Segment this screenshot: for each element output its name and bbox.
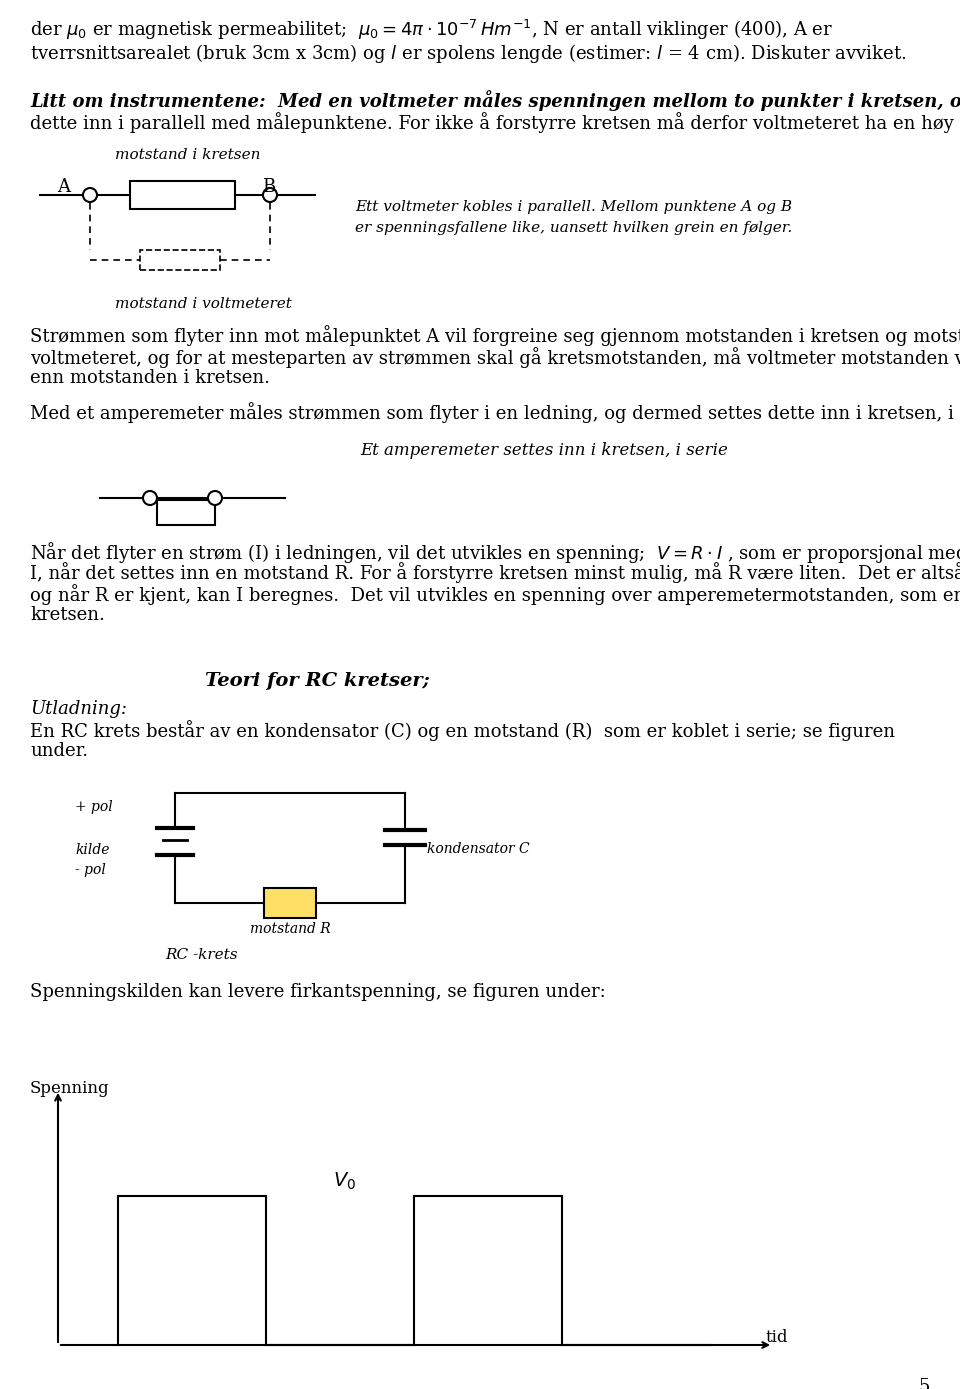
Text: Med et amperemeter måles strømmen som flyter i en ledning, og dermed settes dett: Med et amperemeter måles strømmen som fl… xyxy=(30,401,960,424)
Text: 5: 5 xyxy=(919,1378,930,1389)
Text: Når det flyter en strøm (I) i ledningen, vil det utvikles en spenning;  $V = R \: Når det flyter en strøm (I) i ledningen,… xyxy=(30,540,960,565)
Circle shape xyxy=(143,490,157,506)
Text: under.: under. xyxy=(30,742,88,760)
Text: tid: tid xyxy=(766,1328,788,1346)
Text: kondensator C: kondensator C xyxy=(427,842,530,856)
Text: og når R er kjent, kan I beregnes.  Det vil utvikles en spenning over amperemete: og når R er kjent, kan I beregnes. Det v… xyxy=(30,583,960,606)
Circle shape xyxy=(208,490,222,506)
Bar xyxy=(157,500,215,525)
Text: Ett voltmeter kobles i parallell. Mellom punktene A og B: Ett voltmeter kobles i parallell. Mellom… xyxy=(355,200,792,214)
Text: motstand i voltmeteret: motstand i voltmeteret xyxy=(115,297,292,311)
Text: A: A xyxy=(57,178,70,196)
Text: er spenningsfallene like, uansett hvilken grein en følger.: er spenningsfallene like, uansett hvilke… xyxy=(355,221,792,235)
Text: der $\mu_0$ er magnetisk permeabilitet;  $\mu_0 = 4\pi \cdot 10^{-7}\, Hm^{-1}$,: der $\mu_0$ er magnetisk permeabilitet; … xyxy=(30,18,833,42)
Text: Spenningskilden kan levere firkantspenning, se figuren under:: Spenningskilden kan levere firkantspenni… xyxy=(30,983,606,1001)
Text: $V_0$: $V_0$ xyxy=(333,1171,356,1192)
Text: motstand R: motstand R xyxy=(250,922,330,936)
Text: dette inn i parallell med målepunktene. For ikke å forstyrre kretsen må derfor v: dette inn i parallell med målepunktene. … xyxy=(30,113,960,133)
Bar xyxy=(130,181,235,208)
Bar xyxy=(264,888,316,918)
Text: Utladning:: Utladning: xyxy=(30,700,127,718)
Text: En RC krets består av en kondensator (C) og en motstand (R)  som er koblet i ser: En RC krets består av en kondensator (C)… xyxy=(30,720,895,740)
Text: Litt om instrumentene:  Med en voltmeter måles spenningen mellom to punkter i kr: Litt om instrumentene: Med en voltmeter … xyxy=(30,90,960,111)
Text: kretsen.: kretsen. xyxy=(30,606,105,624)
Text: enn motstanden i kretsen.: enn motstanden i kretsen. xyxy=(30,369,270,388)
Text: Spenning: Spenning xyxy=(30,1081,109,1097)
Text: tverrsnittsarealet (bruk 3cm x 3cm) og $l$ er spolens lengde (estimer: $l$ = 4 c: tverrsnittsarealet (bruk 3cm x 3cm) og $… xyxy=(30,42,906,65)
Circle shape xyxy=(83,188,97,201)
Text: voltmeteret, og for at mesteparten av strømmen skal gå kretsmotstanden, må voltm: voltmeteret, og for at mesteparten av st… xyxy=(30,347,960,368)
Circle shape xyxy=(263,188,277,201)
Text: Strømmen som flyter inn mot målepunktet A vil forgreine seg gjennom motstanden i: Strømmen som flyter inn mot målepunktet … xyxy=(30,325,960,346)
Bar xyxy=(140,250,220,269)
Text: - pol: - pol xyxy=(75,863,106,876)
Text: motstand i kretsen: motstand i kretsen xyxy=(115,149,260,163)
Text: kilde: kilde xyxy=(75,843,109,857)
Text: B: B xyxy=(262,178,276,196)
Text: I, når det settes inn en motstand R. For å forstyrre kretsen minst mulig, må R v: I, når det settes inn en motstand R. For… xyxy=(30,563,960,583)
Text: + pol: + pol xyxy=(75,800,112,814)
Text: Et amperemeter settes inn i kretsen, i serie: Et amperemeter settes inn i kretsen, i s… xyxy=(360,442,728,458)
Text: Teori for RC kretser;: Teori for RC kretser; xyxy=(205,672,430,690)
Text: RC -krets: RC -krets xyxy=(165,949,238,963)
